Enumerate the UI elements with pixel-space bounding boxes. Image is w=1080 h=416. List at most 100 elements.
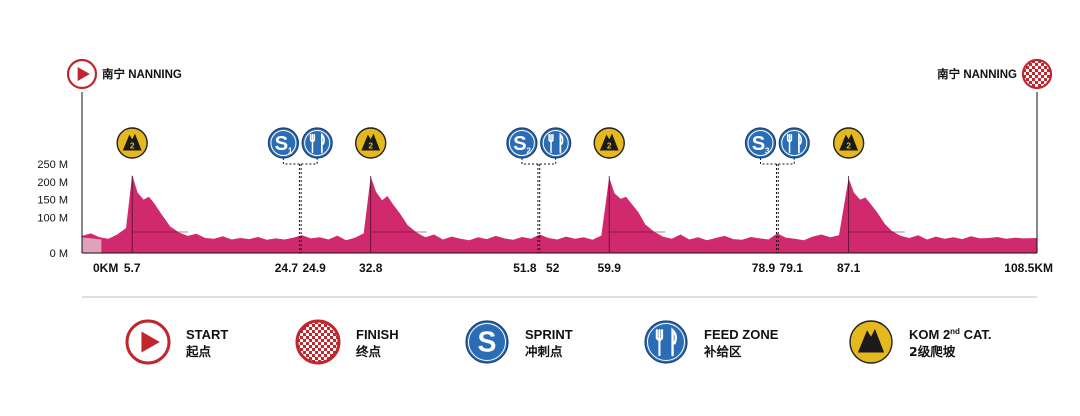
mountain-shape <box>857 328 885 353</box>
km-label: 5.7 <box>124 261 141 275</box>
x-axis-km-labels: 0KM 5.7 24.7 24.9 32.8 51.8 52 59.9 78.9 79.1 87.1… <box>93 261 1053 275</box>
legend-item-sprint: S SPRINT 冲刺点 <box>465 320 573 364</box>
sprint-feed-bracket <box>521 158 557 165</box>
legend-item-start: START 起点 <box>125 319 228 365</box>
feed-circle <box>778 127 810 159</box>
km-label: 24.9 <box>302 261 326 275</box>
legend-title-text: FEED ZONE <box>704 327 779 342</box>
sprint-inner-ring <box>508 130 535 156</box>
profile-area <box>81 92 1038 254</box>
legend-title: START <box>186 327 228 342</box>
mountain-shape <box>599 133 619 151</box>
sprint-feed-bracket <box>282 158 318 165</box>
knife-icon <box>671 327 677 357</box>
sprint-circle <box>267 127 300 159</box>
km-label: 59.9 <box>598 261 622 275</box>
sprint-circle <box>506 127 538 159</box>
start-city-label: 南宁 NANNING <box>102 67 182 81</box>
legend-title-text: SPRINT <box>525 327 573 342</box>
legend-title-text: START <box>186 327 228 342</box>
km-label: 108.5KM <box>1004 261 1053 275</box>
feed-icon <box>644 320 688 364</box>
mountain-shape <box>122 133 142 151</box>
legend-title-text: FINISH <box>356 327 399 342</box>
fork-icon <box>309 133 316 154</box>
finish-city-label: 南宁 NANNING <box>937 67 1017 81</box>
y-tick-label: 0 M <box>50 248 68 260</box>
km-label: 87.1 <box>837 261 861 275</box>
kom-category-label: 2 <box>607 141 612 151</box>
legend-title-text: KOM 2 <box>909 327 950 342</box>
elevation-area <box>82 174 1037 253</box>
km-label: 24.7 <box>275 261 299 275</box>
kom-icon: 2 <box>116 127 148 159</box>
legend-subtitle: 起点 <box>185 344 212 359</box>
marker-lines <box>282 158 795 253</box>
feed-zone-icon <box>778 127 810 159</box>
finish-icon <box>295 319 341 365</box>
feed-circle <box>540 127 572 159</box>
finish-checkered-flag-icon <box>295 319 341 365</box>
sprint-inner-ring <box>468 323 506 361</box>
kom-icon: 2 <box>355 127 387 159</box>
fork-icon <box>548 133 554 154</box>
kom-category-label: 2 <box>846 141 851 151</box>
fork-icon <box>786 133 793 154</box>
feed-zone-icon <box>301 127 333 159</box>
knife-icon <box>559 132 564 154</box>
km-label: 51.8 <box>513 261 537 275</box>
feed-inner-ring <box>304 130 331 156</box>
sprint-number: 1 <box>288 147 293 156</box>
kom-category-label: 2 <box>368 141 373 151</box>
kom-icon <box>849 320 893 364</box>
legend-item-finish: FINISH 终点 <box>295 319 399 365</box>
start-zone-area <box>82 237 102 253</box>
finish-checkered-flag-icon <box>1021 58 1053 90</box>
feed-inner-ring <box>647 323 685 361</box>
y-tick-label: 250 M <box>37 159 68 171</box>
km-label: 32.8 <box>359 261 383 275</box>
mountain-shape <box>839 133 859 151</box>
start-icon <box>66 58 98 90</box>
legend-subtitle: 冲刺点 <box>525 344 563 359</box>
y-tick-label: 150 M <box>37 195 68 207</box>
sprint-inner-ring <box>270 130 297 156</box>
legend: START 起点 FINISH 终点 S SPRINT 冲刺点 FEED ZONE 补给区 KOM… <box>82 296 1037 365</box>
km-label: 78.9 <box>752 261 776 275</box>
sprint-s-glyph: S <box>478 326 497 358</box>
kom-category-label: 2 <box>130 141 135 151</box>
km-label: 79.1 <box>780 261 804 275</box>
sprint-number: 3 <box>765 147 770 156</box>
legend-item-kom: KOM 2nd CAT. 2级爬坡 <box>849 320 992 364</box>
y-tick-label: 100 M <box>37 212 68 224</box>
fork-icon <box>655 329 664 357</box>
feed-inner-ring <box>781 130 808 156</box>
legend-title-superscript: nd <box>950 327 960 336</box>
legend-subtitle: 2级爬坡 <box>909 344 956 359</box>
legend-title: SPRINT <box>525 327 573 342</box>
knife-icon <box>321 132 326 154</box>
feed-inner-ring <box>542 130 569 156</box>
start-finish-header: 南宁 NANNING 南宁 NANNING <box>66 58 1053 90</box>
km-label: 52 <box>546 261 560 275</box>
legend-title: KOM 2nd CAT. <box>909 327 992 342</box>
legend-subtitle: 终点 <box>356 344 382 359</box>
sprint-s-glyph: S <box>513 133 527 155</box>
finish-icon <box>1021 58 1053 90</box>
route-icons: 2 2 2 2S 1 S 2 S 3 <box>116 127 865 159</box>
y-axis: 0 M 100 M 150 M 200 M 250 M <box>37 159 68 260</box>
sprint-s-glyph: S <box>752 133 766 155</box>
feed-circle <box>301 127 333 159</box>
sprint-number: 2 <box>526 147 531 156</box>
y-tick-label: 200 M <box>37 177 68 189</box>
feed-zone-icon <box>540 127 572 159</box>
sprint-circle <box>744 127 777 159</box>
mountain-shape <box>361 133 381 151</box>
sprint-icon: S <box>465 320 509 364</box>
legend-subtitle: 补给区 <box>703 344 742 359</box>
sprint-circle <box>465 320 509 364</box>
